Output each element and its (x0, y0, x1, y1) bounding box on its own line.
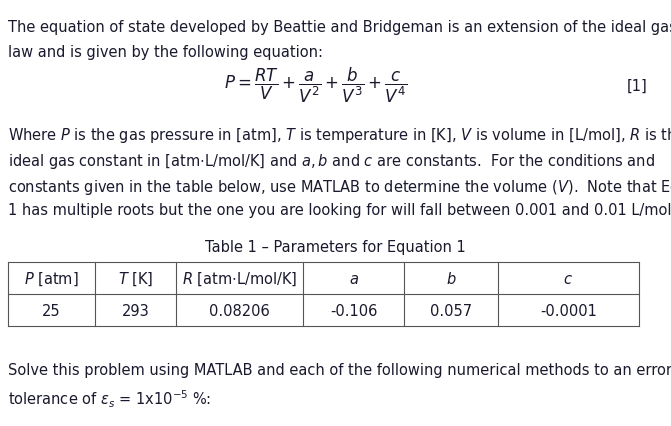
Text: 293: 293 (121, 303, 150, 318)
Text: Table 1 – Parameters for Equation 1: Table 1 – Parameters for Equation 1 (205, 239, 466, 254)
Text: The equation of state developed by Beattie and Bridgeman is an extension of the : The equation of state developed by Beatt… (8, 20, 671, 35)
Text: Where $P$ is the gas pressure in [atm], $T$ is temperature in [K], $V$ is volume: Where $P$ is the gas pressure in [atm], … (8, 126, 671, 145)
Text: $T$ [K]: $T$ [K] (118, 270, 153, 287)
Text: 0.057: 0.057 (430, 303, 472, 318)
Text: ideal gas constant in [atm$\cdot$L/mol/K] and $a, b$ and $c$ are constants.  For: ideal gas constant in [atm$\cdot$L/mol/K… (8, 152, 655, 170)
Text: Solve this problem using MATLAB and each of the following numerical methods to a: Solve this problem using MATLAB and each… (8, 363, 671, 377)
Text: $R$ [atm$\cdot$L/mol/K]: $R$ [atm$\cdot$L/mol/K] (182, 270, 297, 287)
Text: $b$: $b$ (446, 271, 456, 286)
Text: $c$: $c$ (564, 271, 573, 286)
Text: constants given in the table below, use MATLAB to determine the volume ($V$).  N: constants given in the table below, use … (8, 177, 671, 196)
Text: 1 has multiple roots but the one you are looking for will fall between 0.001 and: 1 has multiple roots but the one you are… (8, 203, 671, 218)
Text: tolerance of $\varepsilon_s$ = 1x10$^{-5}$ %:: tolerance of $\varepsilon_s$ = 1x10$^{-5… (8, 388, 211, 409)
Text: $a$: $a$ (349, 271, 358, 286)
Text: 25: 25 (42, 303, 61, 318)
Text: -0.0001: -0.0001 (540, 303, 597, 318)
Text: $P$ [atm]: $P$ [atm] (24, 270, 79, 287)
Text: 0.08206: 0.08206 (209, 303, 270, 318)
Text: law and is given by the following equation:: law and is given by the following equati… (8, 45, 323, 60)
Text: $P = \dfrac{RT}{V} + \dfrac{a}{V^2} + \dfrac{b}{V^3} + \dfrac{c}{V^4}$: $P = \dfrac{RT}{V} + \dfrac{a}{V^2} + \d… (224, 66, 407, 105)
Text: -0.106: -0.106 (330, 303, 377, 318)
Text: [1]: [1] (627, 78, 648, 93)
